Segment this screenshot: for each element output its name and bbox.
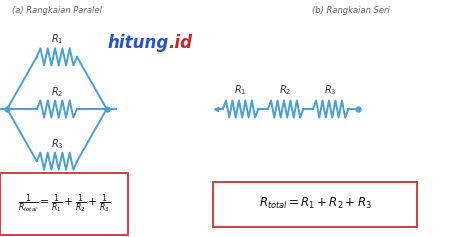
Text: (b) Rangkaian Seri: (b) Rangkaian Seri: [312, 6, 390, 15]
Text: $R_2$: $R_2$: [280, 83, 292, 97]
Text: $R_3$: $R_3$: [324, 83, 337, 97]
Text: hitung: hitung: [107, 34, 168, 52]
Text: $R_1$: $R_1$: [234, 83, 247, 97]
Text: .id: .id: [168, 34, 192, 52]
Text: $\frac{1}{R_{total}} = \frac{1}{R_1} + \frac{1}{R_2} + \frac{1}{R_3}$: $\frac{1}{R_{total}} = \frac{1}{R_1} + \…: [18, 192, 110, 215]
FancyBboxPatch shape: [213, 182, 417, 227]
Text: $R_1$: $R_1$: [51, 33, 63, 46]
Text: (a) Rangkaian Paralel: (a) Rangkaian Paralel: [12, 6, 102, 15]
Text: $R_2$: $R_2$: [51, 85, 63, 99]
Text: $R_3$: $R_3$: [51, 137, 63, 151]
FancyBboxPatch shape: [0, 173, 128, 235]
Text: $R_{total} = R_1 + R_2 + R_3$: $R_{total} = R_1 + R_2 + R_3$: [259, 196, 372, 211]
